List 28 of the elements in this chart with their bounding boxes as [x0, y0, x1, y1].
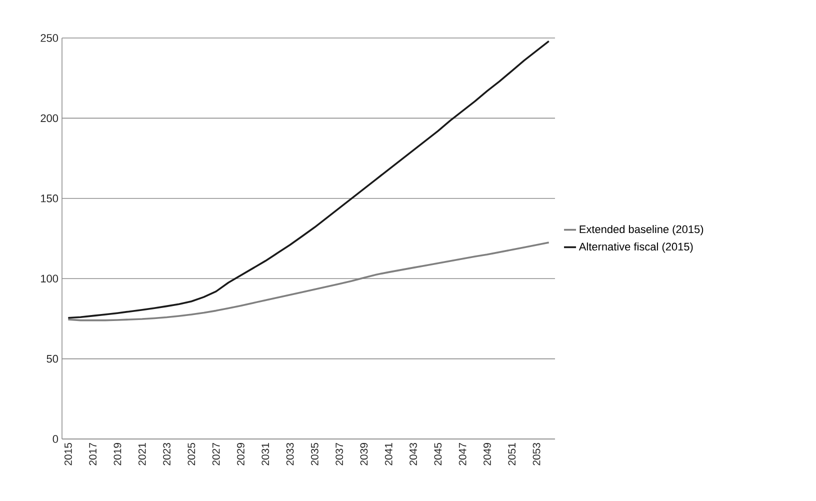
x-tick-label: 2031	[262, 443, 270, 466]
x-tick-label: 2039	[360, 443, 368, 466]
x-tick-label: 2025	[188, 442, 196, 466]
x-tick-label: 2023	[163, 442, 170, 466]
y-tick-label: 250	[40, 34, 58, 42]
x-tick-label: 2047	[458, 443, 466, 466]
x-tick-label: 2015	[64, 442, 72, 466]
x-tick-label: 2045	[434, 442, 442, 466]
x-tick-label: 2051	[508, 443, 516, 466]
x-tick-label: 2043	[410, 442, 417, 466]
x-tick-label: 2033	[286, 442, 294, 466]
legend-label: Alternative fiscal (2015)	[578, 242, 693, 253]
x-tick-label: 2029	[237, 443, 244, 466]
legend-label: Extended baseline (2015)	[580, 225, 704, 236]
y-tick-label: 100	[41, 274, 58, 282]
x-tick-label: 2017	[89, 443, 97, 466]
x-tick-label: 2019	[114, 443, 122, 466]
x-tick-label: 2049	[484, 443, 491, 466]
y-tick-label: 200	[40, 114, 58, 122]
y-tick-label: 50	[46, 354, 58, 363]
x-tick-label: 2037	[336, 443, 344, 466]
y-tick-label: 0	[52, 435, 58, 443]
x-tick-label: 2027	[212, 443, 220, 466]
x-tick-label: 2021	[138, 443, 146, 466]
x-tick-label: 2053	[532, 442, 540, 466]
x-tick-label: 2035	[310, 442, 318, 466]
x-tick-label: 2041	[384, 443, 392, 466]
y-tick-label: 150	[41, 194, 58, 202]
